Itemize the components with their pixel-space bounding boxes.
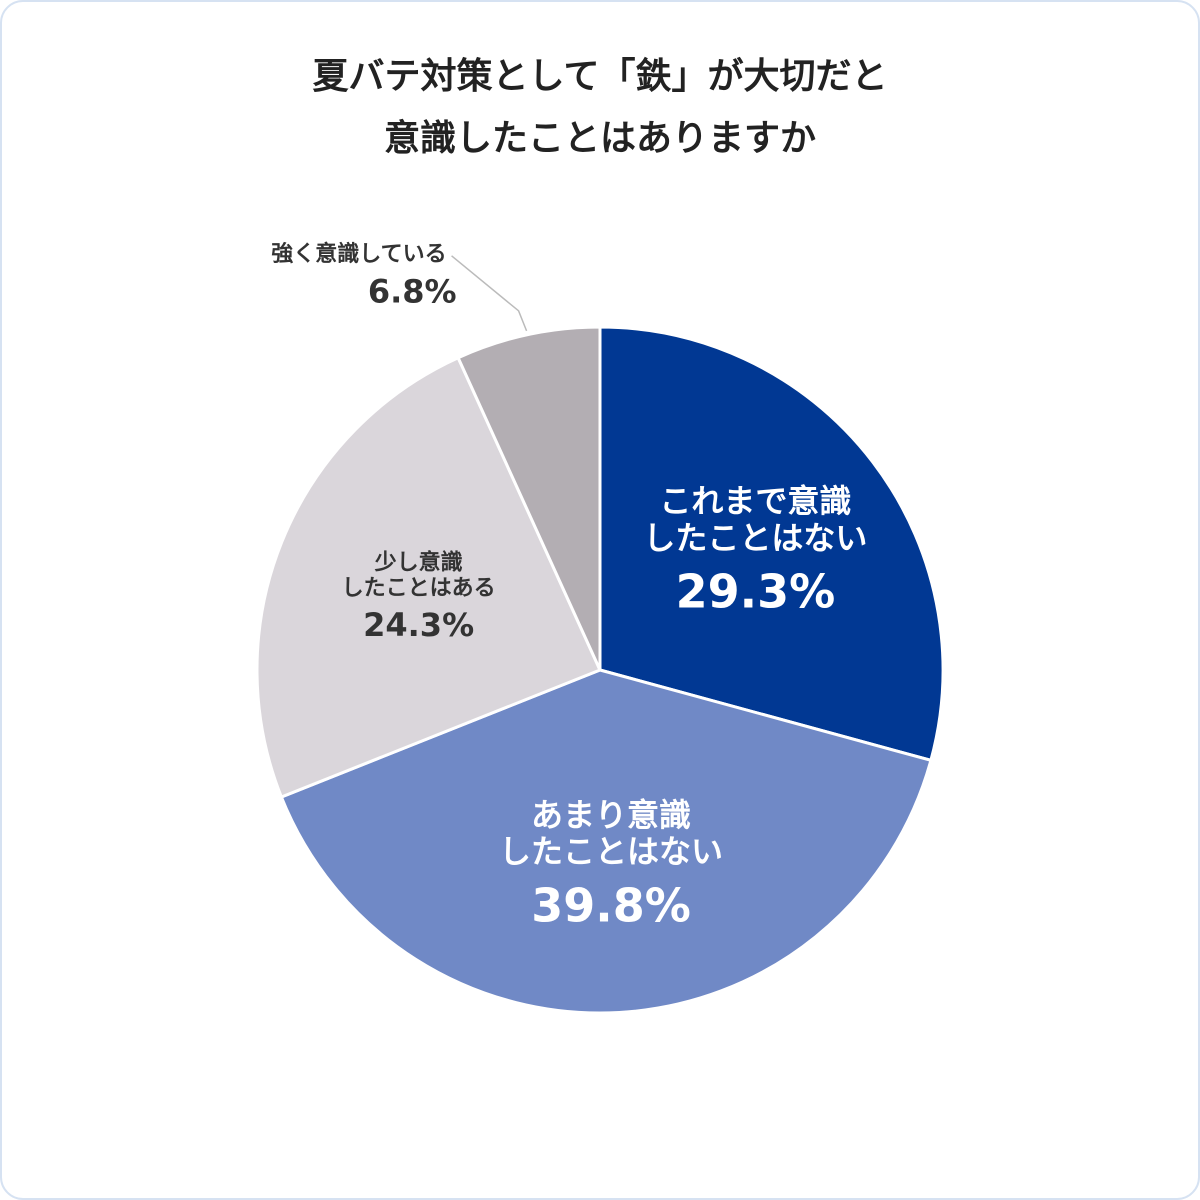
- chart-title: 夏バテ対策として「鉄」が大切だと: [313, 56, 888, 97]
- pie-slice: [255, 355, 603, 799]
- slice-value-label: 29.3%: [676, 565, 836, 619]
- slice-value-label: 24.3%: [363, 606, 474, 644]
- slice-category: 少し意識したことはある: [342, 550, 496, 601]
- slice-category: あまり意識したことはない: [499, 796, 723, 871]
- slice-value-label: 39.8%: [531, 878, 691, 932]
- slice-value-label: 6.8%: [368, 272, 457, 310]
- pie-slice: [279, 668, 933, 1015]
- pie-slice: [598, 325, 945, 763]
- chart-title: 意識したことはありますか: [384, 118, 816, 159]
- leader-line: [451, 255, 528, 332]
- slice-category: 強く意識している: [271, 241, 446, 267]
- pie-slice: [456, 325, 602, 671]
- slice-category: これまで意識したことはない: [643, 482, 867, 557]
